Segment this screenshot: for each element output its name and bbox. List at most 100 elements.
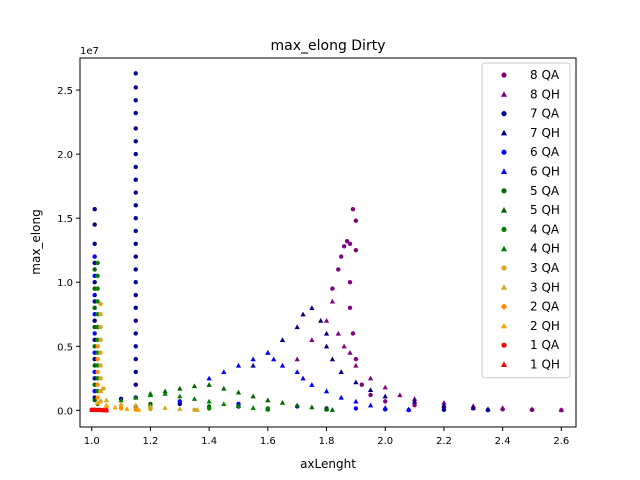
- data-point: [250, 405, 256, 410]
- x-tick-label: 1.4: [201, 436, 217, 447]
- series-3-qh: [97, 388, 201, 412]
- legend-marker: [501, 188, 507, 194]
- data-point: [341, 244, 347, 249]
- data-point: [338, 394, 344, 400]
- data-point: [118, 401, 124, 407]
- legend-marker: [501, 265, 507, 271]
- data-point: [95, 273, 100, 279]
- data-point: [133, 382, 138, 387]
- data-point: [98, 301, 103, 307]
- data-point: [162, 391, 168, 396]
- data-point: [98, 363, 103, 368]
- data-point: [95, 286, 100, 291]
- data-point: [98, 312, 103, 317]
- data-point: [300, 311, 306, 317]
- data-point: [353, 362, 359, 368]
- data-point: [250, 362, 256, 368]
- data-point: [98, 376, 103, 381]
- x-axis-label: axLenght: [300, 457, 356, 471]
- y-tick-label: 0.5: [57, 342, 73, 353]
- series-1-qh: [89, 407, 110, 413]
- data-point: [323, 388, 330, 394]
- data-point: [344, 239, 350, 244]
- y-tick-label: 0.0: [57, 406, 73, 417]
- data-point: [294, 356, 300, 362]
- data-point: [133, 190, 138, 195]
- data-point: [191, 383, 198, 389]
- data-point: [133, 318, 138, 323]
- plot-frame: [79, 57, 577, 428]
- data-point: [367, 402, 374, 408]
- data-point: [341, 343, 347, 349]
- data-point: [265, 397, 271, 403]
- data-point: [441, 400, 447, 405]
- data-point: [323, 330, 330, 336]
- data-point: [347, 305, 353, 311]
- data-point: [250, 393, 256, 399]
- legend-label: 8 QH: [530, 87, 560, 101]
- data-point: [353, 356, 359, 362]
- x-tick-label: 1.2: [142, 436, 158, 447]
- data-point: [350, 206, 356, 212]
- legend-marker: [500, 245, 508, 252]
- data-point: [318, 318, 324, 323]
- data-point: [323, 343, 330, 349]
- data-point: [350, 331, 356, 336]
- data-point: [133, 110, 138, 116]
- data-point: [133, 151, 138, 157]
- data-point: [294, 402, 300, 408]
- data-point: [92, 397, 97, 403]
- data-point: [338, 369, 344, 375]
- data-point: [359, 382, 364, 387]
- data-point: [133, 98, 138, 103]
- data-point: [133, 331, 138, 336]
- data-point: [206, 375, 212, 381]
- legend-label: 6 QH: [530, 165, 560, 179]
- legend-marker: [501, 149, 507, 155]
- data-point: [92, 292, 97, 298]
- data-point: [92, 305, 97, 311]
- data-point: [98, 324, 103, 330]
- data-point: [309, 305, 315, 310]
- data-point: [133, 394, 139, 400]
- data-point: [133, 203, 138, 208]
- legend-marker: [501, 304, 507, 310]
- data-marks: [89, 71, 564, 413]
- data-point: [367, 375, 374, 381]
- legend-label: 1 QA: [530, 338, 560, 352]
- legend-marker: [501, 111, 507, 117]
- data-point: [353, 398, 359, 404]
- data-point: [118, 406, 124, 411]
- data-point: [133, 292, 138, 298]
- data-point: [335, 330, 341, 336]
- y-tick-label: 2.5: [57, 86, 73, 97]
- series-6-qh: [206, 350, 412, 412]
- data-point: [97, 388, 104, 394]
- data-point: [133, 369, 138, 375]
- data-point: [133, 267, 138, 272]
- data-point: [94, 400, 101, 405]
- legend-marker: [501, 342, 507, 348]
- data-point: [133, 280, 138, 285]
- data-point: [499, 405, 506, 410]
- data-point: [309, 382, 315, 387]
- legend-marker: [500, 322, 508, 329]
- legend-label: 1 QH: [530, 358, 560, 372]
- data-point: [206, 406, 212, 411]
- legend-marker: [500, 91, 508, 97]
- legend-marker: [500, 206, 508, 213]
- data-point: [194, 407, 201, 412]
- data-point: [95, 395, 100, 400]
- data-point: [133, 344, 138, 349]
- legend-label: 4 QA: [530, 222, 560, 236]
- data-point: [329, 356, 336, 362]
- data-point: [309, 404, 315, 410]
- data-point: [133, 139, 138, 144]
- legend-label: 6 QA: [530, 145, 560, 159]
- data-point: [101, 386, 106, 391]
- data-point: [92, 254, 97, 259]
- data-point: [206, 382, 212, 387]
- data-point: [265, 350, 271, 355]
- data-point: [336, 267, 341, 272]
- data-point: [177, 399, 182, 404]
